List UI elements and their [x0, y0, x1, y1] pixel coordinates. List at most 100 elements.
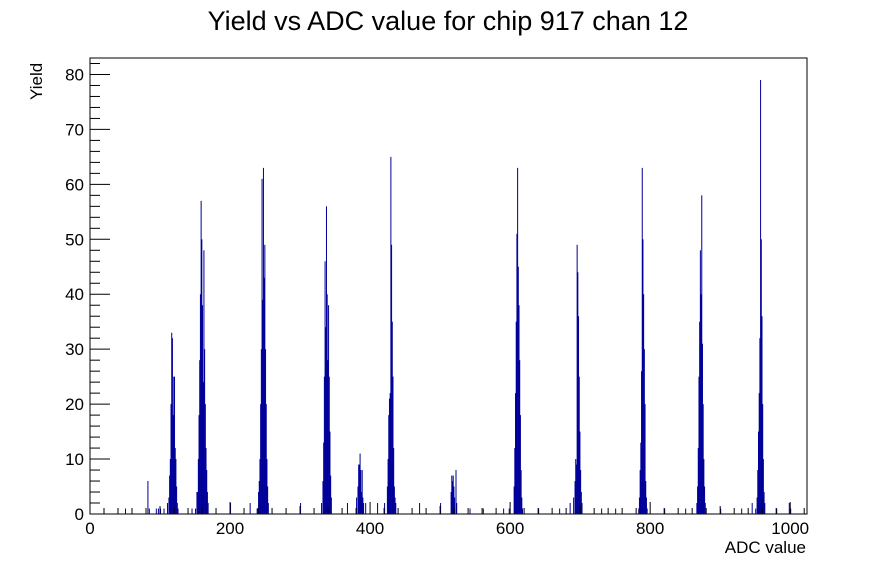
histogram-bin-40 [207, 503, 209, 514]
histogram-bin-47 [260, 404, 262, 514]
histogram-bin-104 [451, 475, 453, 514]
histogram-bin-62 [323, 442, 325, 514]
histogram-bin-147 [639, 470, 641, 514]
histogram-bin-154 [644, 404, 646, 514]
histogram-bin-14 [172, 415, 174, 514]
histogram-bin-175 [751, 503, 753, 514]
histogram-bin-31 [201, 239, 203, 515]
histogram-bin-188 [764, 503, 766, 514]
histogram-bin-27 [198, 415, 200, 514]
y-tick-label: 80 [65, 65, 84, 84]
histogram-bin-106 [452, 475, 454, 514]
histogram-bin-10 [169, 459, 171, 514]
histogram-bin-115 [513, 486, 515, 514]
histogram-bin-74 [346, 503, 348, 514]
histogram-bin-177 [756, 497, 758, 514]
histogram-bin-93 [390, 156, 392, 514]
histogram-bin-85 [365, 503, 367, 514]
histogram-bin-32 [202, 305, 204, 514]
x-tick-label: 1000 [771, 519, 809, 538]
histogram-bin-135 [576, 244, 578, 515]
histogram-bin-1 [147, 481, 149, 514]
histogram-bin-116 [514, 448, 516, 514]
histogram-bin-170 [703, 459, 705, 514]
histogram-bin-59 [300, 503, 302, 514]
histogram-bin-20 [176, 503, 178, 514]
histogram-bin-141 [580, 492, 582, 514]
histogram-bin-60 [321, 503, 323, 514]
histogram-bin-44 [258, 492, 260, 514]
histogram-bin-167 [701, 195, 703, 514]
y-tick-label: 50 [65, 230, 84, 249]
histogram-bin-155 [645, 481, 647, 514]
histogram-bin-165 [699, 250, 701, 515]
histogram-bin-95 [391, 321, 393, 514]
histogram-bin-101 [419, 503, 421, 514]
histogram-bin-139 [579, 431, 581, 514]
histogram-bin-142 [581, 503, 583, 514]
y-tick-label: 60 [65, 175, 84, 194]
histogram-bin-37 [205, 448, 207, 514]
axis-ticks: 0 200 400 600 800 1000 0 10 20 30 40 50 60 70 80 [65, 62, 809, 538]
histogram-bin-67 [326, 294, 328, 514]
histogram-bin-99 [394, 497, 396, 514]
histogram-bin-181 [759, 338, 761, 514]
histogram-bin-19 [176, 486, 178, 514]
histogram-bin-30 [200, 200, 202, 514]
x-axis-label: ADC value [724, 538, 806, 557]
histogram-bin-41 [230, 503, 232, 514]
histogram-bin-146 [638, 497, 640, 514]
histogram-bin-162 [697, 448, 699, 514]
histogram-bin-151 [642, 239, 644, 515]
histogram-bin-134 [575, 464, 577, 514]
histogram-bin-122 [518, 305, 520, 514]
histogram-bin-128 [538, 508, 540, 514]
histogram-bin-119 [516, 233, 518, 514]
y-tick-label: 0 [75, 505, 84, 524]
histogram-bin-179 [757, 431, 759, 514]
histogram-bin-72 [330, 475, 332, 514]
histogram-bin-163 [698, 376, 700, 514]
histogram-bin-2 [148, 508, 150, 514]
histogram-bin-148 [640, 442, 642, 514]
histogram-bin-172 [704, 503, 706, 514]
histogram-bin-3 [155, 508, 157, 514]
histogram-bin-120 [517, 167, 519, 514]
histogram-bin-53 [264, 244, 266, 515]
histogram-bin-190 [788, 503, 790, 514]
histogram-bin-16 [174, 376, 176, 514]
histogram-bin-113 [503, 508, 505, 514]
histogram-bin-107 [453, 486, 455, 514]
histogram-bin-111 [469, 508, 471, 514]
histogram-bin-144 [615, 508, 617, 514]
histogram-bin-75 [356, 497, 358, 514]
histogram-bin-45 [258, 481, 260, 514]
histogram-bin-94 [391, 244, 393, 515]
histogram-bin-176 [755, 508, 757, 514]
histogram-bin-23 [195, 508, 197, 514]
histogram-bin-8 [168, 497, 170, 514]
histogram-bin-174 [741, 508, 743, 514]
histogram-bin-46 [259, 459, 261, 514]
histogram-bin-48 [260, 349, 262, 514]
histogram-bin-150 [641, 167, 643, 514]
histogram-bin-57 [267, 486, 269, 514]
histogram-bin-12 [171, 332, 173, 514]
histogram-bin-124 [519, 415, 521, 514]
y-tick-label: 70 [65, 120, 84, 139]
histogram-bin-4 [157, 508, 159, 514]
histogram-bin-121 [517, 266, 519, 514]
histogram-bin-143 [601, 508, 603, 514]
histogram-bars [125, 79, 792, 515]
histogram-bin-125 [520, 470, 522, 514]
histogram-bin-96 [392, 376, 394, 514]
histogram-bin-78 [358, 464, 360, 514]
histogram-bin-83 [362, 497, 364, 514]
histogram-bin-18 [175, 459, 177, 514]
histogram-bin-160 [696, 503, 698, 514]
histogram-bin-126 [521, 497, 523, 514]
histogram-bin-137 [578, 316, 580, 514]
histogram-bin-7 [167, 503, 169, 514]
histogram-bin-69 [328, 305, 330, 514]
